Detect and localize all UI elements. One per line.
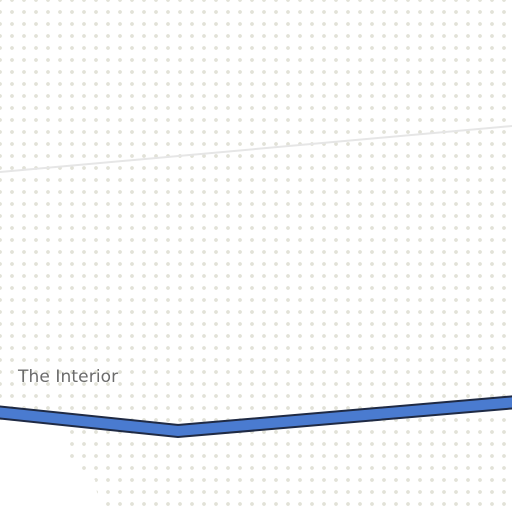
clear-area <box>0 420 100 512</box>
boundary-line <box>0 125 512 173</box>
region-label: The Interior <box>18 367 119 387</box>
highway[interactable] <box>0 397 512 437</box>
